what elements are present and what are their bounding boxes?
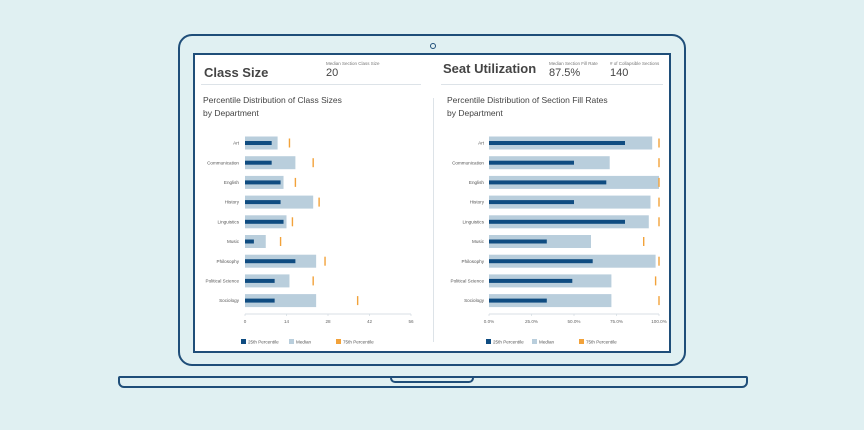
left-p75-marker: [318, 197, 320, 207]
right-header-divider: [441, 84, 663, 85]
left-chart-title-line1: Percentile Distribution of Class Sizes: [203, 95, 342, 105]
median-fill-rate-value: 87.5%: [549, 67, 581, 79]
left-category-label: Political Science: [206, 279, 240, 284]
right-category-label: History: [470, 200, 485, 205]
right-p25-bar: [489, 141, 625, 145]
right-chart-title: Percentile Distribution of Section Fill …: [447, 94, 667, 120]
panel-divider: [433, 98, 434, 342]
left-legend-swatch-median: [289, 339, 294, 344]
right-category-label: English: [469, 180, 485, 185]
left-chart-title: Percentile Distribution of Class Sizes b…: [203, 94, 403, 120]
left-legend-swatch-p75: [336, 339, 341, 344]
right-p25-bar: [489, 200, 574, 205]
right-legend-swatch-p25: [486, 339, 491, 344]
right-p25-bar: [489, 219, 625, 224]
right-p75-marker: [658, 197, 660, 207]
left-category-label: History: [225, 200, 240, 205]
left-x-tick-label: 28: [325, 319, 331, 324]
right-legend-swatch-median: [532, 339, 537, 344]
left-category-label: English: [224, 180, 240, 185]
right-x-tick-label: 0.0%: [484, 319, 494, 324]
right-category-label: Linguistics: [463, 219, 485, 224]
right-p25-bar: [489, 180, 607, 185]
left-p25-bar: [245, 278, 275, 283]
left-category-label: Linguistics: [218, 219, 240, 224]
right-p25-bar: [489, 298, 547, 303]
right-category-label: Communication: [452, 160, 484, 165]
collapsible-sections-label: # of Collapsible Sections: [610, 61, 660, 66]
right-p75-marker: [658, 177, 660, 187]
left-chart-title-line2: by Department: [203, 108, 259, 118]
camera-icon: [430, 43, 436, 49]
collapsible-sections-value: 140: [610, 67, 629, 79]
left-p75-marker: [291, 217, 294, 227]
left-p75-marker: [312, 276, 314, 286]
left-x-tick-label: 56: [408, 319, 414, 324]
left-header-divider: [201, 84, 421, 85]
median-class-size-label: Median Section Class Size: [326, 61, 380, 66]
right-legend-swatch-p75: [579, 339, 584, 344]
median-class-size-value: 20: [326, 67, 339, 79]
right-p75-marker: [654, 276, 657, 286]
left-legend-label-p25: 25th Percentile: [248, 340, 279, 345]
right-p75-marker: [658, 296, 660, 306]
right-p25-bar: [489, 259, 593, 264]
right-p75-marker: [643, 237, 645, 246]
right-legend-label-p75: 75th Percentile: [586, 340, 617, 345]
left-category-label: Communication: [207, 160, 239, 165]
laptop-hinge: [390, 376, 474, 383]
left-category-label: Sociology: [219, 298, 240, 303]
right-legend-label-median: Median: [539, 340, 555, 345]
right-category-label: Philosophy: [462, 259, 485, 264]
left-x-tick-label: 14: [284, 319, 290, 324]
right-p75-marker: [658, 138, 660, 148]
left-p75-marker: [294, 177, 297, 187]
left-legend-swatch-p25: [241, 339, 246, 344]
right-p25-bar: [489, 239, 547, 244]
right-p25-bar: [489, 278, 573, 283]
right-p75-marker: [658, 217, 660, 227]
left-p75-marker: [288, 138, 291, 148]
left-category-label: Philosophy: [217, 259, 240, 264]
left-p25-bar: [245, 160, 272, 165]
right-legend-label-p25: 25th Percentile: [493, 340, 524, 345]
right-p25-bar: [489, 160, 574, 165]
left-x-tick-label: 0: [244, 319, 247, 324]
right-x-tick-label: 25.0%: [525, 319, 538, 324]
right-x-tick-label: 100.0%: [651, 319, 667, 324]
right-category-label: Music: [472, 239, 485, 244]
left-p25-bar: [245, 239, 254, 244]
left-median-bar: [245, 235, 266, 248]
left-legend-label-p75: 75th Percentile: [343, 340, 374, 345]
left-legend-label-median: Median: [296, 340, 312, 345]
left-category-label: Music: [227, 239, 240, 244]
right-category-label: Sociology: [464, 298, 485, 303]
right-median-bar: [489, 294, 612, 308]
left-p25-bar: [245, 180, 281, 185]
left-p25-bar: [245, 219, 284, 224]
left-median-bar: [245, 294, 317, 308]
median-fill-rate-label: Median Section Fill Rate: [549, 61, 598, 66]
seat-utilization-title: Seat Utilization: [443, 61, 537, 76]
left-p25-bar: [245, 259, 296, 264]
left-p75-marker: [312, 158, 314, 168]
left-x-tick-label: 42: [367, 319, 373, 324]
right-p75-marker: [658, 158, 660, 168]
right-chart-title-line2: by Department: [447, 108, 503, 118]
left-category-label: Art: [233, 141, 240, 146]
right-x-tick-label: 75.0%: [610, 319, 623, 324]
class-size-title: Class Size: [204, 65, 269, 80]
left-p75-marker: [279, 237, 282, 246]
right-p75-marker: [658, 256, 660, 266]
right-chart-title-line1: Percentile Distribution of Section Fill …: [447, 95, 608, 105]
left-p25-bar: [245, 200, 281, 205]
left-p75-marker: [356, 296, 359, 306]
right-category-label: Art: [478, 141, 485, 146]
left-p25-bar: [245, 141, 272, 145]
right-category-label: Political Science: [451, 279, 485, 284]
right-x-tick-label: 50.0%: [567, 319, 580, 324]
left-p75-marker: [324, 256, 326, 266]
left-p25-bar: [245, 298, 275, 303]
